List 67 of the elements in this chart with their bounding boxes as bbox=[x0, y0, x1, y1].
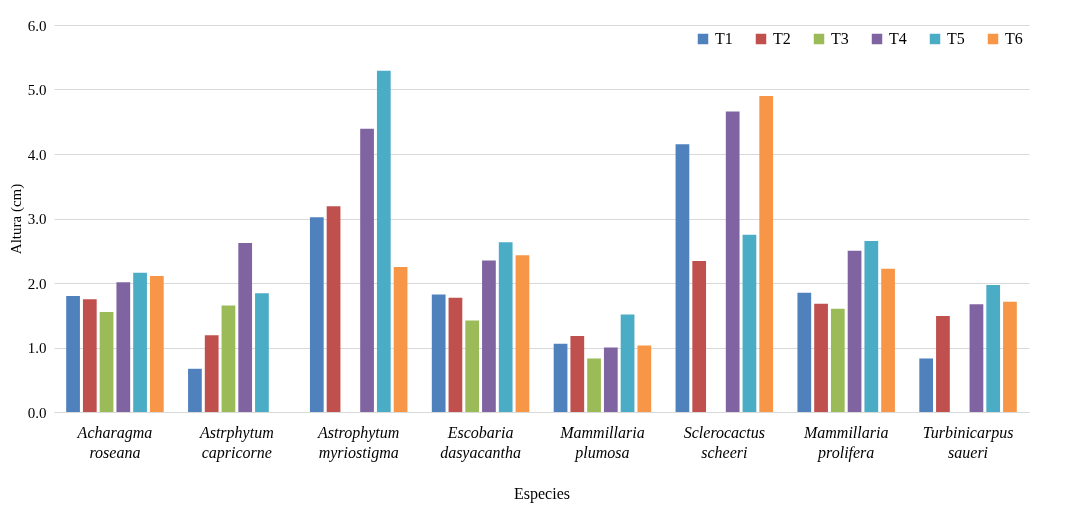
y-tick-label: 3.0 bbox=[27, 211, 47, 227]
bar bbox=[725, 111, 740, 412]
y-tick-label: 4.0 bbox=[27, 146, 47, 163]
bar bbox=[99, 312, 114, 412]
bar bbox=[881, 268, 895, 412]
y-tick-label: 2.0 bbox=[27, 275, 47, 292]
bar bbox=[986, 284, 1001, 412]
bar bbox=[620, 314, 635, 412]
bar bbox=[919, 358, 934, 412]
bar bbox=[515, 255, 530, 412]
x-tick-label: Astrophytum myriostigma bbox=[317, 423, 400, 462]
bar bbox=[570, 335, 585, 412]
x-tick-label: Astrphytum capricorne bbox=[198, 423, 274, 462]
bar bbox=[797, 292, 812, 412]
bar bbox=[864, 241, 879, 412]
bar bbox=[149, 275, 164, 412]
bar bbox=[376, 70, 391, 412]
x-tick-label: Mammillaria prolifera bbox=[802, 423, 889, 462]
legend-label: T2 bbox=[773, 30, 791, 47]
y-tick-label: 6.0 bbox=[27, 17, 47, 34]
legend-label: T4 bbox=[889, 30, 907, 47]
bar bbox=[830, 308, 845, 412]
bar bbox=[1003, 301, 1017, 412]
bar bbox=[393, 266, 408, 412]
x-axis-title: Especies bbox=[514, 484, 570, 503]
bar bbox=[675, 144, 690, 412]
bar bbox=[814, 303, 828, 412]
bar bbox=[360, 128, 374, 412]
legend-label: T1 bbox=[715, 30, 733, 47]
bar bbox=[255, 293, 269, 412]
bar bbox=[82, 299, 97, 412]
bar bbox=[465, 320, 480, 412]
bar bbox=[847, 250, 862, 412]
y-tick-label: 1.0 bbox=[27, 340, 47, 356]
x-tick-label: Acharagma roseana bbox=[76, 423, 153, 461]
bar bbox=[603, 347, 618, 412]
bar bbox=[936, 315, 950, 412]
bar bbox=[742, 234, 757, 412]
y-tick-label: 0.0 bbox=[27, 404, 47, 421]
bar bbox=[188, 368, 202, 412]
bar bbox=[498, 242, 513, 412]
legend-label: T5 bbox=[947, 30, 965, 47]
x-tick-label: Turbinicarpus saueri bbox=[922, 423, 1014, 461]
bar bbox=[238, 243, 253, 412]
bar bbox=[587, 358, 601, 412]
bar bbox=[309, 217, 324, 412]
bar bbox=[221, 305, 236, 412]
bar bbox=[448, 297, 463, 412]
bar bbox=[637, 345, 652, 412]
bar bbox=[969, 304, 984, 412]
y-axis-title: Altura (cm) bbox=[7, 183, 25, 255]
x-tick-label: Escobaria dasyacantha bbox=[440, 423, 521, 462]
bar bbox=[553, 343, 568, 412]
bar bbox=[133, 272, 147, 412]
legend-label: T6 bbox=[1005, 30, 1023, 47]
bar bbox=[431, 294, 446, 412]
x-tick-label: Sclerocactus scheeri bbox=[683, 423, 765, 461]
bar bbox=[66, 295, 80, 412]
bar bbox=[759, 95, 774, 412]
bar bbox=[116, 282, 131, 412]
legend-label: T3 bbox=[831, 30, 849, 47]
bar bbox=[482, 260, 496, 412]
bar bbox=[326, 206, 341, 412]
bar bbox=[204, 335, 219, 412]
x-tick-label: Mammillaria plumosa bbox=[559, 423, 645, 462]
y-tick-label: 5.0 bbox=[27, 82, 47, 98]
bar bbox=[692, 261, 707, 412]
